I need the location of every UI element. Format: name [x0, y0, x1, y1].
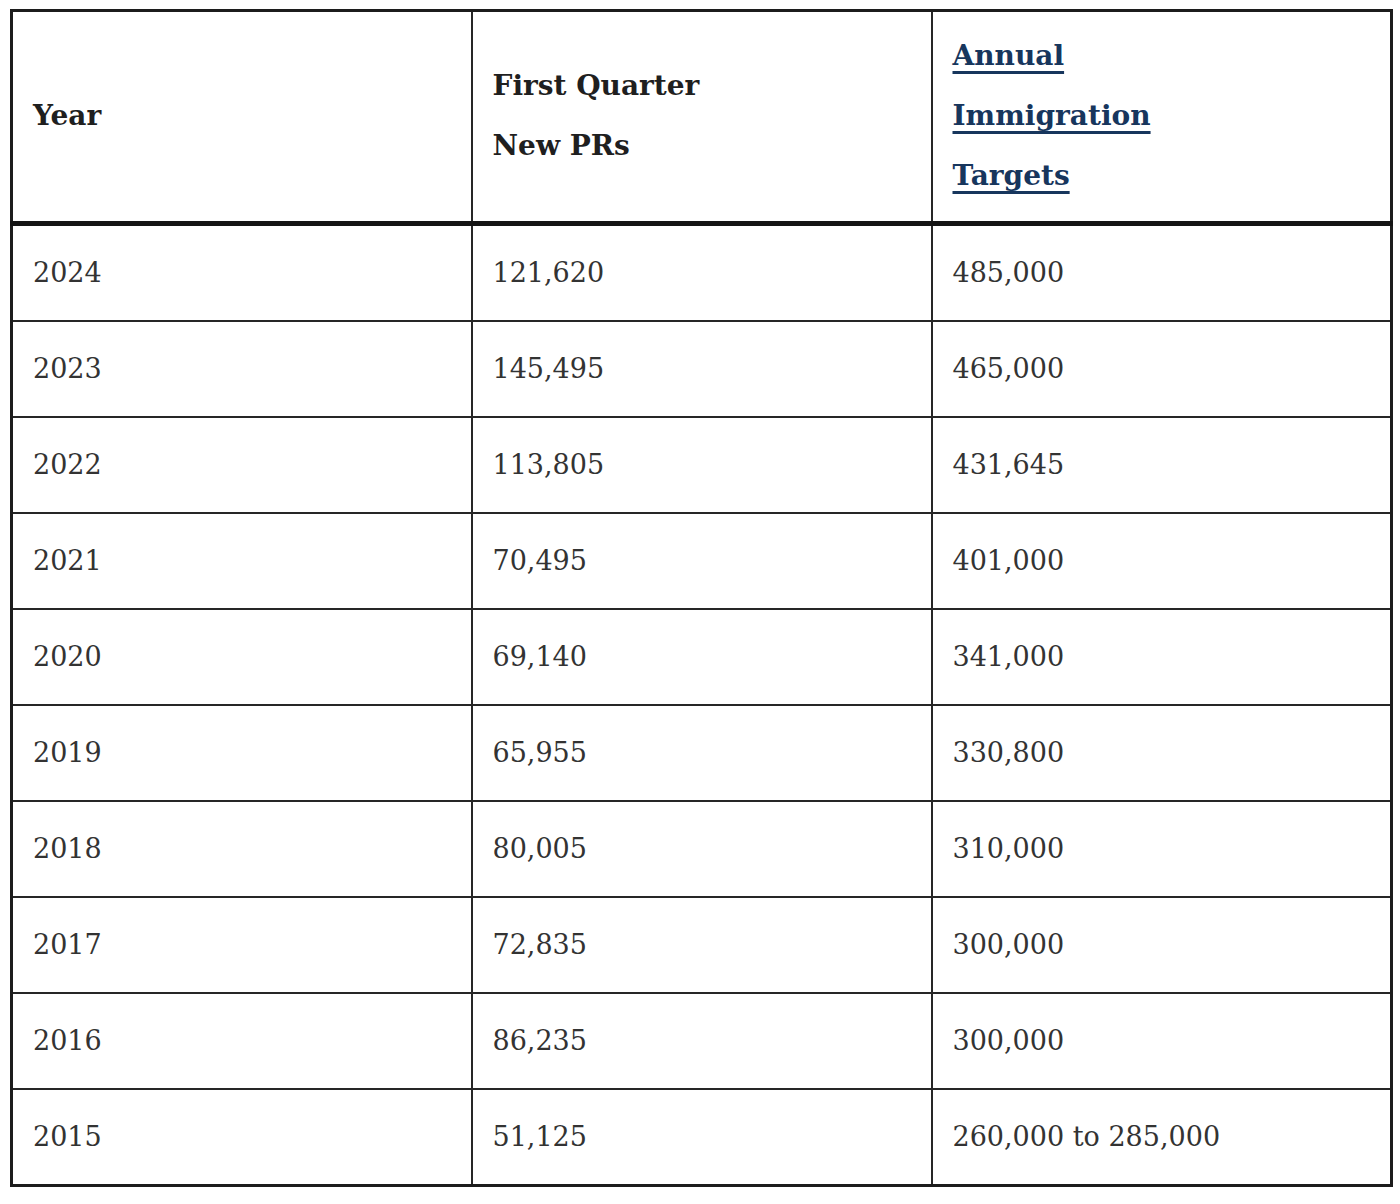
year-cell: 2023: [12, 321, 472, 417]
first-quarter-new-prs-cell: 86,235: [472, 993, 932, 1089]
first-quarter-new-prs-cell: 80,005: [472, 801, 932, 897]
annual-immigration-target-cell: 431,645: [932, 417, 1392, 513]
table-row: 201551,125260,000 to 285,000: [12, 1089, 1392, 1186]
table-row: 2022113,805431,645: [12, 417, 1392, 513]
annual-immigration-target-cell: 465,000: [932, 321, 1392, 417]
year-cell: 2017: [12, 897, 472, 993]
year-cell: 2019: [12, 705, 472, 801]
annual-immigration-target-cell: 341,000: [932, 609, 1392, 705]
annual-immigration-target-cell: 300,000: [932, 897, 1392, 993]
table-header: Year First Quarter New PRs Annual Immigr…: [12, 11, 1392, 224]
year-cell: 2020: [12, 609, 472, 705]
table-row: 202170,495401,000: [12, 513, 1392, 609]
col-header-year: Year: [12, 11, 472, 224]
first-quarter-new-prs-cell: 65,955: [472, 705, 932, 801]
annual-immigration-targets-link[interactable]: Annual Immigration Targets: [953, 26, 1188, 207]
col-header-year-label: Year: [33, 86, 101, 146]
table-row: 202069,140341,000: [12, 609, 1392, 705]
annual-immigration-target-cell: 300,000: [932, 993, 1392, 1089]
annual-immigration-target-cell: 485,000: [932, 223, 1392, 321]
first-quarter-new-prs-cell: 51,125: [472, 1089, 932, 1186]
col-header-first-quarter-new-prs: First Quarter New PRs: [472, 11, 932, 224]
immigration-table: Year First Quarter New PRs Annual Immigr…: [10, 9, 1393, 1187]
header-row: Year First Quarter New PRs Annual Immigr…: [12, 11, 1392, 224]
year-cell: 2024: [12, 223, 472, 321]
table-row: 2023145,495465,000: [12, 321, 1392, 417]
annual-immigration-target-cell: 401,000: [932, 513, 1392, 609]
table-row: 201686,235300,000: [12, 993, 1392, 1089]
year-cell: 2015: [12, 1089, 472, 1186]
table-row: 2024121,620485,000: [12, 223, 1392, 321]
table-row: 201772,835300,000: [12, 897, 1392, 993]
first-quarter-new-prs-cell: 72,835: [472, 897, 932, 993]
first-quarter-new-prs-cell: 121,620: [472, 223, 932, 321]
year-cell: 2016: [12, 993, 472, 1089]
table-body: 2024121,620485,0002023145,495465,0002022…: [12, 223, 1392, 1185]
first-quarter-new-prs-cell: 113,805: [472, 417, 932, 513]
col-header-annual-immigration-targets: Annual Immigration Targets: [932, 11, 1392, 224]
year-cell: 2022: [12, 417, 472, 513]
table-row: 201880,005310,000: [12, 801, 1392, 897]
annual-immigration-target-cell: 260,000 to 285,000: [932, 1089, 1392, 1186]
year-cell: 2018: [12, 801, 472, 897]
annual-immigration-target-cell: 330,800: [932, 705, 1392, 801]
annual-immigration-target-cell: 310,000: [932, 801, 1392, 897]
col-header-first-quarter-new-prs-label: First Quarter New PRs: [493, 56, 708, 176]
table-row: 201965,955330,800: [12, 705, 1392, 801]
first-quarter-new-prs-cell: 145,495: [472, 321, 932, 417]
first-quarter-new-prs-cell: 69,140: [472, 609, 932, 705]
year-cell: 2021: [12, 513, 472, 609]
first-quarter-new-prs-cell: 70,495: [472, 513, 932, 609]
